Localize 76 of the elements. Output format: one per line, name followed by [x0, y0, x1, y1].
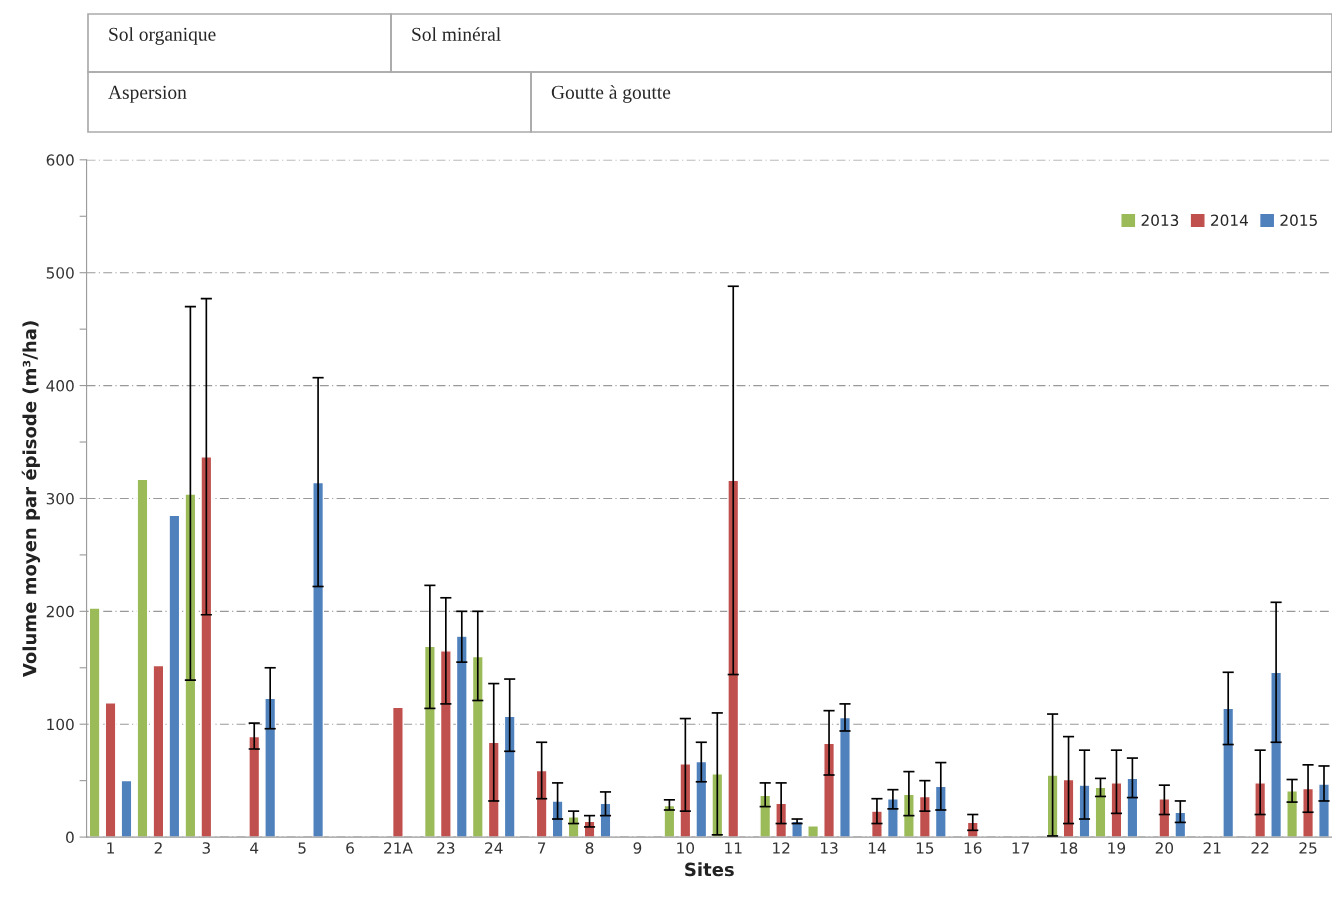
bar — [567, 816, 580, 838]
x-tick-label: 15 — [916, 842, 934, 854]
y-tick-label: 500 — [46, 267, 74, 279]
bar — [312, 481, 325, 838]
legend-label: 2015 — [1280, 214, 1317, 227]
legend-label: 2013 — [1141, 214, 1179, 227]
bar — [439, 650, 452, 838]
text: Aspersion — [108, 85, 187, 103]
legend-label: 2014 — [1211, 214, 1248, 227]
y-tick-label: 600 — [46, 154, 74, 166]
x-tick-label: 22 — [1251, 842, 1269, 854]
text: Sol minéral — [412, 27, 501, 41]
bar — [759, 794, 772, 838]
bar — [168, 514, 181, 838]
x-tick-label: 25 — [1299, 842, 1317, 854]
bar — [88, 607, 101, 838]
bar — [503, 715, 516, 838]
bar — [152, 664, 165, 838]
x-tick-label: 5 — [298, 842, 306, 854]
x-tick-label: 9 — [633, 842, 642, 854]
text: Goutte à goutte — [551, 85, 671, 103]
bar — [1062, 778, 1075, 838]
x-tick-label: 4 — [250, 842, 259, 854]
y-tick-label: 0 — [66, 831, 74, 844]
x-tick-label: 8 — [585, 842, 594, 854]
y-tick-label: 300 — [46, 492, 74, 505]
x-tick-label: 11 — [725, 842, 742, 854]
bar — [1222, 707, 1235, 838]
x-axis-title: Sites — [685, 862, 734, 877]
x-tick-label: 23 — [437, 842, 455, 854]
text: Sol organique — [109, 27, 216, 45]
bar — [1270, 671, 1283, 838]
y-tick-label: 200 — [46, 605, 74, 618]
bar — [695, 760, 708, 838]
bar — [200, 455, 213, 838]
bar — [679, 763, 692, 838]
bar — [248, 735, 261, 838]
bar — [423, 645, 436, 838]
x-tick-label: 20 — [1155, 842, 1174, 854]
x-tick-label: 21 — [1203, 842, 1221, 854]
bar — [184, 493, 197, 838]
bar — [839, 716, 851, 838]
bar — [120, 779, 133, 838]
bar — [1110, 782, 1123, 838]
bar — [264, 697, 277, 838]
y-tick-label: 100 — [47, 718, 74, 731]
x-tick-label: 2 — [154, 842, 162, 854]
x-tick-label: 24 — [485, 842, 503, 854]
bar — [104, 702, 117, 838]
x-tick-label: 17 — [1012, 842, 1030, 854]
x-tick-label: 10 — [677, 842, 695, 854]
bar — [535, 769, 548, 838]
bar — [1094, 786, 1107, 838]
x-tick-label: 21A — [384, 842, 413, 854]
x-tick-label: 18 — [1060, 842, 1078, 854]
bar — [391, 706, 404, 838]
x-tick-label: 14 — [868, 842, 886, 854]
x-tick-label: 3 — [202, 842, 210, 854]
x-tick-label: 6 — [346, 842, 354, 854]
bar — [1286, 790, 1299, 838]
bar — [1126, 777, 1139, 838]
x-tick-label: 7 — [538, 842, 546, 854]
bar — [455, 635, 468, 838]
bar — [663, 804, 676, 838]
bar — [807, 825, 820, 838]
x-tick-label: 1 — [107, 842, 114, 854]
x-tick-label: 13 — [821, 842, 838, 854]
x-tick-label: 19 — [1108, 842, 1126, 854]
bar — [1158, 798, 1171, 838]
y-tick-label: 400 — [46, 380, 74, 392]
y-axis-title: Volume moyen par épisode (m³/ha) — [21, 321, 41, 678]
bar — [136, 478, 149, 838]
x-tick-label: 12 — [773, 842, 790, 854]
bar — [727, 479, 740, 838]
bar — [471, 655, 484, 838]
x-tick-label: 16 — [964, 842, 982, 854]
